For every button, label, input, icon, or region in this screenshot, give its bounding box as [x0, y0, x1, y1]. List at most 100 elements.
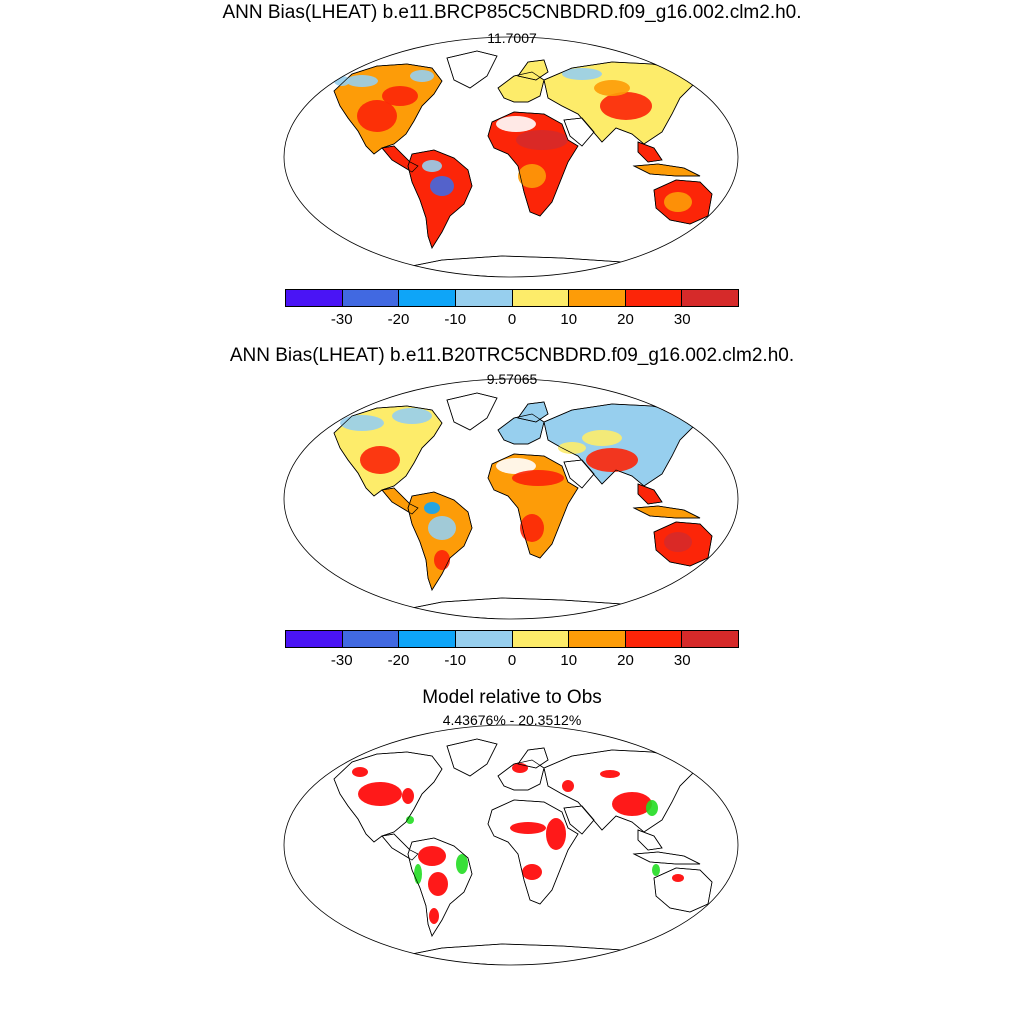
coastline-antarctica: [391, 943, 644, 965]
map-region-patch: [664, 192, 692, 212]
panel1-subtitle: 11.7007: [487, 30, 537, 46]
continent-antarctica: [391, 597, 644, 619]
map-projection-outline: [283, 36, 739, 278]
panel1-world-map: [283, 36, 739, 278]
map-region-patch: [418, 846, 446, 866]
continent-seasia: [637, 829, 663, 851]
colorbar-tick-label: 20: [617, 311, 634, 328]
coastline-indonesia: [632, 163, 701, 177]
panel2-colorbar-ticks: -30 -20 -10 0 10 20 30: [0, 652, 1024, 670]
colorbar-tick-label: 10: [560, 311, 578, 328]
coastline-europe: [497, 71, 545, 103]
continent-nz: [719, 903, 729, 923]
continent-antarctica: [391, 255, 644, 277]
coastline-samerica: [407, 149, 473, 249]
coastline-africa: [487, 111, 579, 217]
continent-antarctica: [391, 943, 644, 965]
colorbar-swatch: [342, 290, 400, 306]
coastline-seasia: [637, 141, 663, 163]
coastline-africa: [487, 799, 579, 905]
coastline-samerica: [407, 837, 473, 937]
map-region-patch: [586, 448, 638, 472]
coastline-arabia: [563, 117, 595, 147]
panel1-colorbar: [285, 289, 739, 307]
map-region-patch: [496, 458, 536, 474]
map-region-patch: [600, 770, 620, 778]
continent-indonesia: [632, 505, 701, 519]
coastline-camerica: [381, 145, 419, 173]
map-region-patch: [357, 100, 397, 132]
coastline-asia: [543, 403, 695, 487]
map-region-patch: [672, 874, 684, 882]
colorbar-tick-label: -20: [387, 311, 410, 328]
colorbar-swatch: [682, 631, 738, 647]
map-region-patch: [512, 470, 564, 486]
panel1-title: ANN Bias(LHEAT) b.e11.BRCP85C5CNBDRD.f09…: [222, 2, 802, 23]
coastline-camerica: [381, 487, 419, 515]
coastline-nz: [719, 903, 729, 923]
colorbar-tick-label: -30: [330, 311, 353, 328]
map-region-patch: [340, 415, 384, 431]
colorbar-tick-label: -20: [387, 652, 410, 669]
map-region-patch: [346, 75, 378, 87]
coastline-australia: [653, 179, 713, 225]
map-region-patch: [382, 86, 418, 106]
map-region-patch: [428, 872, 448, 896]
map-region-patch: [434, 550, 450, 570]
colorbar-tick-label: 0: [507, 652, 517, 669]
panel3-title: Model relative to Obs: [422, 687, 602, 708]
colorbar-swatch: [399, 290, 456, 306]
colorbar-swatch: [625, 290, 683, 306]
colorbar-tick-label: -10: [444, 311, 467, 328]
map-region-patch: [358, 782, 402, 806]
coastline-indonesia: [632, 505, 701, 519]
map-region-patch: [546, 818, 566, 850]
map-projection-outline: [283, 378, 739, 620]
coastline-indonesia: [632, 851, 701, 865]
continent-seasia: [637, 141, 663, 163]
colorbar-swatch: [682, 290, 738, 306]
colorbar-swatch: [569, 290, 626, 306]
map-region-patch: [414, 864, 422, 884]
map-region-patch: [406, 816, 414, 824]
colorbar-swatch: [512, 290, 570, 306]
colorbar-swatch: [569, 631, 626, 647]
continent-australia: [653, 867, 713, 913]
colorbar-tick-label: 0: [507, 311, 517, 328]
colorbar-tick-label: 30: [673, 652, 691, 669]
map-region-patch: [352, 767, 368, 777]
map-region-patch: [594, 80, 630, 96]
map-region-patch: [456, 854, 468, 874]
colorbar-tick-label: -10: [444, 652, 467, 669]
map-region-patch: [562, 780, 574, 792]
coastline-scandinavia: [517, 59, 549, 81]
panel1-colorbar-ticks: -30 -20 -10 0 10 20 30: [0, 311, 1024, 329]
map-region-patch: [334, 76, 350, 86]
coastline-arabia: [563, 459, 595, 489]
colorbar-swatch: [286, 631, 343, 647]
coastline-australia: [653, 867, 713, 913]
continent-indonesia: [632, 851, 701, 865]
map-region-patch: [646, 800, 658, 816]
map-region-patch: [496, 116, 536, 132]
map-region-patch: [392, 408, 432, 424]
coastline-seasia: [637, 829, 663, 851]
map-projection-outline: [283, 724, 739, 966]
map-region-patch: [600, 92, 652, 120]
colorbar-tick-label: 30: [673, 311, 691, 328]
map-region-patch: [360, 446, 400, 474]
coastline-greenland: [446, 50, 498, 89]
colorbar-swatch: [455, 290, 513, 306]
map-region-patch: [510, 822, 546, 834]
map-region-patch: [516, 130, 568, 150]
coastline-arabia: [563, 805, 595, 835]
coastline-camerica: [381, 833, 419, 861]
map-region-patch: [612, 792, 652, 816]
panel2-title: ANN Bias(LHEAT) b.e11.B20TRC5CNBDRD.f09_…: [229, 345, 795, 366]
map-region-patch: [652, 864, 660, 876]
continent-nz: [719, 557, 729, 577]
map-region-patch: [558, 442, 586, 454]
coastline-scandinavia: [517, 401, 549, 423]
coastline-europe: [497, 413, 545, 445]
map-region-patch: [422, 160, 442, 172]
